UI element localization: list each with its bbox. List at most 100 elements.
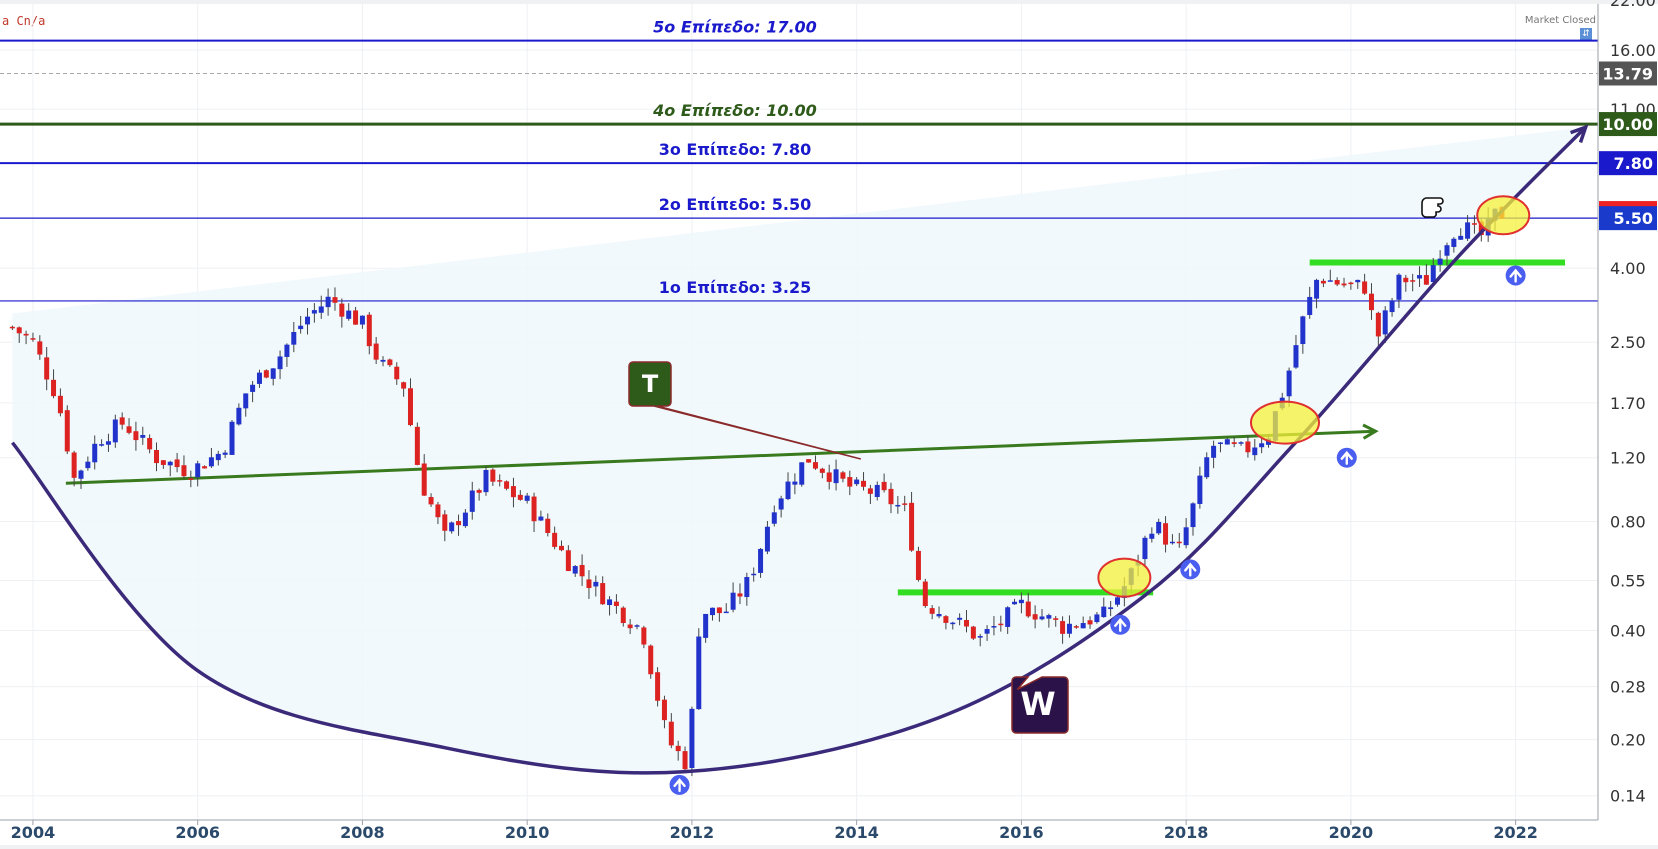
candle-down — [648, 645, 654, 675]
candle-up — [78, 470, 84, 479]
candle-up — [140, 434, 146, 438]
candle-up — [1115, 597, 1121, 605]
candle-up — [723, 611, 729, 614]
candle-down — [188, 478, 194, 480]
symbol-info: a Cn/a — [2, 14, 46, 28]
candle-up — [758, 548, 764, 573]
bowl-fill — [12, 127, 1586, 773]
candle-down — [1362, 281, 1368, 294]
candle-down — [30, 338, 36, 340]
arc-arrow-head — [1569, 124, 1589, 143]
y-tick-label: 0.14 — [1610, 787, 1646, 806]
candle-down — [339, 303, 345, 317]
candle-down — [737, 593, 743, 597]
x-tick-label: 2010 — [505, 823, 550, 842]
annotations: TW — [628, 197, 1526, 795]
candle-down — [504, 481, 510, 489]
candle-down — [407, 388, 413, 426]
candle-up — [1307, 296, 1313, 315]
candle-up — [607, 599, 613, 606]
market-expand-icon[interactable]: ⇵ — [1580, 28, 1592, 40]
candle-up — [984, 629, 990, 634]
y-tick-label: 16.00 — [1610, 41, 1656, 60]
candle-up — [1012, 601, 1018, 605]
candle-up — [1211, 445, 1217, 458]
price-badge-label: 13.79 — [1602, 64, 1653, 83]
candle-down — [565, 550, 571, 572]
price-badge: 10.00 — [1599, 112, 1657, 137]
candle-down — [840, 472, 846, 479]
pointer-hand-shape — [1421, 197, 1444, 218]
candle-up — [703, 613, 709, 638]
candle-up — [792, 481, 798, 485]
x-tick-label: 2012 — [670, 823, 715, 842]
candle-down — [1403, 277, 1409, 283]
candle-down — [861, 480, 867, 487]
y-tick-label: 1.70 — [1610, 394, 1646, 413]
candle-up — [1094, 614, 1100, 623]
up-arrow-icon — [1505, 265, 1526, 286]
candle-up — [751, 573, 757, 576]
candle-up — [291, 331, 297, 345]
candle-up — [1259, 443, 1265, 448]
candle-up — [85, 461, 91, 469]
candle-up — [1183, 527, 1189, 546]
candle-up — [215, 453, 221, 461]
candle-down — [1053, 618, 1059, 620]
arc-callout-label: W — [1020, 685, 1055, 723]
candle-up — [785, 481, 791, 500]
level-lines: 5ο Επίπεδο: 17.00 4ο Επίπεδο: 10.00 3ο Επί… — [0, 18, 1598, 302]
level-label: 1ο Επίπεδο: 3.25 — [659, 278, 812, 297]
candle-up — [634, 625, 640, 627]
arc-callout-box — [1011, 676, 1069, 734]
candle-up — [764, 526, 770, 552]
candle-down — [922, 581, 928, 607]
candle-up — [222, 452, 228, 455]
candle-up — [1314, 279, 1320, 299]
candle-down — [661, 699, 667, 721]
candle-up — [1101, 606, 1107, 618]
candle-down — [154, 450, 160, 464]
candle-down — [909, 502, 915, 551]
candle-up — [298, 325, 304, 330]
candles — [9, 205, 1505, 777]
candle-down — [600, 583, 606, 605]
candle-down — [160, 460, 166, 465]
candle-up — [1389, 300, 1395, 313]
candle-down — [510, 486, 516, 498]
candle-down — [366, 314, 372, 347]
candle-up — [1396, 274, 1402, 300]
candle-up — [1108, 607, 1114, 610]
up-arrow-icon — [669, 774, 690, 795]
up-arrow-glyph — [1184, 562, 1197, 577]
candle-up — [1252, 447, 1258, 456]
candle-down — [716, 607, 722, 614]
candle-up — [1217, 442, 1223, 444]
level-label: 5ο Επίπεδο: 17.00 — [653, 18, 817, 37]
candle-down — [1410, 280, 1416, 282]
candle-up — [1286, 370, 1292, 397]
candle-down — [613, 601, 619, 607]
candle-up — [270, 368, 276, 379]
candle-up — [311, 310, 317, 314]
candle-down — [627, 624, 633, 629]
candle-down — [1245, 441, 1251, 453]
candle-up — [229, 421, 235, 455]
trend-line — [65, 429, 1376, 485]
candle-down — [373, 343, 379, 360]
candle-down — [1060, 621, 1066, 634]
candle-up — [1355, 279, 1361, 283]
y-tick-label: 1.20 — [1610, 449, 1646, 468]
candle-up — [744, 577, 750, 598]
up-arrow-icon — [1336, 447, 1357, 468]
candle-up — [1046, 615, 1052, 619]
candle-up — [1039, 616, 1045, 620]
candle-up — [112, 419, 118, 443]
candle-down — [847, 477, 853, 487]
candle-up — [483, 469, 489, 493]
candle-down — [586, 579, 592, 589]
arc-callout: W — [1011, 676, 1069, 734]
trend-arrow-head — [1362, 423, 1379, 440]
candle-down — [1471, 223, 1477, 225]
